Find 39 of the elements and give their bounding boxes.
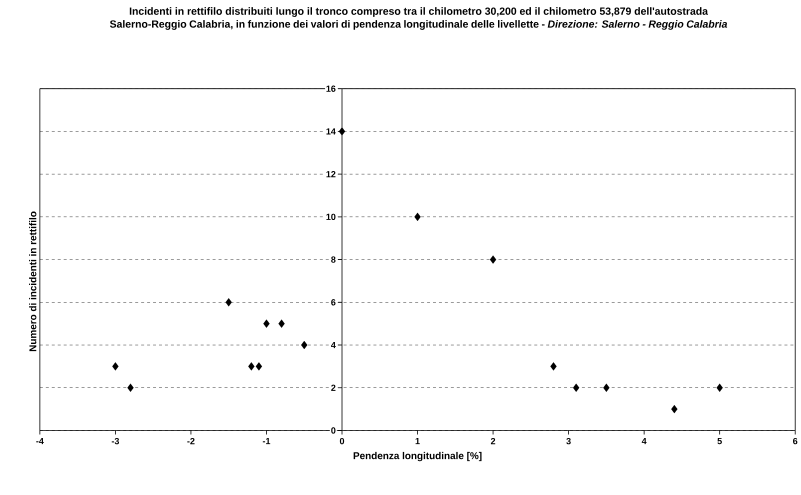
y-tick-label: 2 xyxy=(331,384,336,391)
x-tick-label: 4 xyxy=(642,438,647,444)
x-tick-label: 3 xyxy=(566,438,571,444)
y-axis-title: Numero di incidenti in rettifilo xyxy=(29,211,36,352)
point xyxy=(338,127,346,136)
x-tick-label: 1 xyxy=(416,438,420,444)
point xyxy=(112,362,119,370)
y-tick-label: 6 xyxy=(331,299,336,306)
point xyxy=(490,255,496,264)
x-tick-label: 2 xyxy=(490,438,496,444)
point xyxy=(603,383,610,392)
x-tick-label: -2 xyxy=(187,438,195,444)
point xyxy=(550,362,557,370)
point xyxy=(716,383,723,392)
x-tick-label: -3 xyxy=(112,438,120,444)
x-tick-label: 0 xyxy=(340,438,344,444)
x-tick-label: 5 xyxy=(717,438,722,444)
point xyxy=(301,340,308,350)
chart-title: Incidenti in rettifilo distribuiti lungo il tronco compreso tra il chilometro 30,200 ed il chilometro 53,879 dell'autostrada Salerno-Reggio Calabria, in funzione dei valori di pendenza longitudinale delle livellette - Direzione: Salerno - Reggio Calabria xyxy=(110,7,728,30)
y-tick-label: 0 xyxy=(331,427,336,434)
y-tick-label: 4 xyxy=(331,342,336,348)
x-tick-label: -4 xyxy=(36,438,44,444)
x-tick-label: -1 xyxy=(262,438,270,444)
y-tick-label: 14 xyxy=(326,128,336,134)
point xyxy=(248,362,255,370)
point xyxy=(263,319,270,328)
point xyxy=(127,383,134,392)
x-axis-title: Pendenza longitudinale [%] xyxy=(354,452,482,462)
y-tick-label: 8 xyxy=(331,256,336,263)
y-tick-label: 16 xyxy=(326,85,336,92)
point xyxy=(278,319,285,328)
point xyxy=(671,404,678,414)
x-tick-label: 6 xyxy=(793,438,798,444)
point xyxy=(226,298,232,306)
y-tick-label: 10 xyxy=(326,214,336,220)
point xyxy=(572,383,580,392)
point xyxy=(414,212,421,221)
point xyxy=(256,362,262,370)
y-tick-label: 12 xyxy=(326,170,336,178)
